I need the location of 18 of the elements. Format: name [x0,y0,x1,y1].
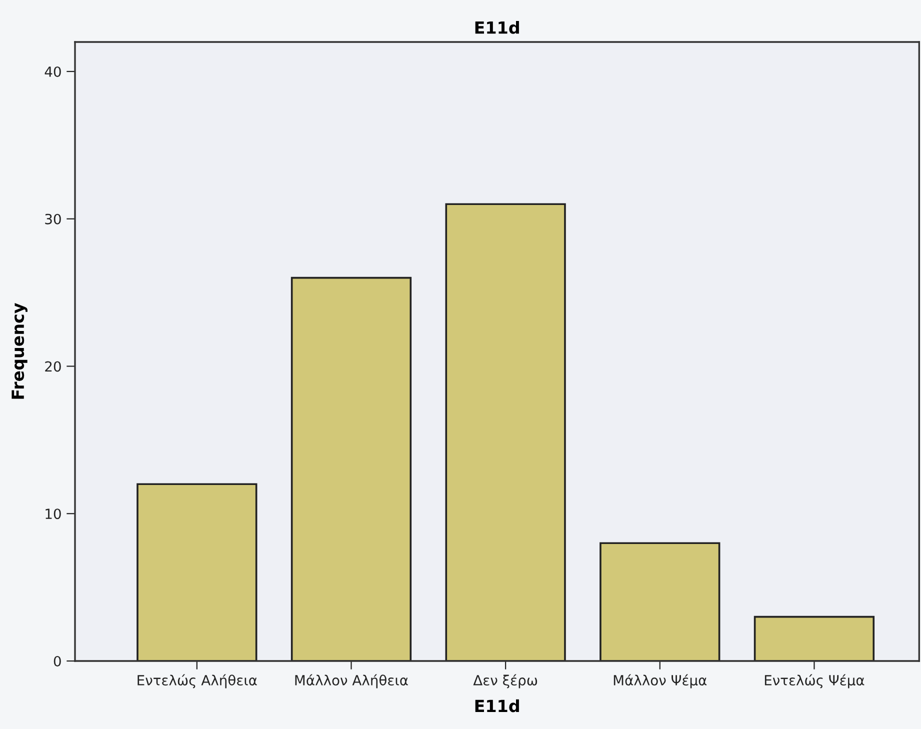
y-tick-label: 10 [46,508,61,520]
bar [445,203,566,661]
bar [754,616,875,661]
bar [290,276,412,661]
x-tick-label: Μάλλον Ψέμα [614,674,707,688]
chart-title: E11d [475,21,519,34]
y-tick-label: 40 [44,66,61,77]
x-tick-label: Μάλλον Αλήθεια [295,674,408,688]
x-axis-title: E11d [475,699,519,712]
x-tick-label: Εντελώς Ψέμα [764,674,864,688]
x-tick-label: Εντελώς Αλήθεια [138,674,257,688]
y-tick-label: 20 [45,361,61,372]
y-tick-label: 0 [54,656,61,666]
y-tick-label: 30 [45,214,61,224]
bar [600,542,720,661]
x-tick-label: Δεν ξέρω [473,674,538,688]
bar [136,483,258,661]
y-axis-title: Frequency [12,303,28,399]
